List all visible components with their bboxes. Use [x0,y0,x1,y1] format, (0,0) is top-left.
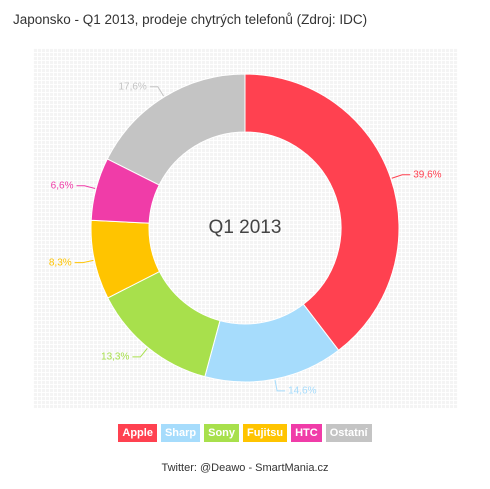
slice-labels-layer: 39,6% 14,6% 13,3% 8,3% 6,6% 17,6% [49,81,442,396]
connector-fujitsu [74,259,94,264]
center-label: Q1 2013 [209,217,282,238]
connector-sony [132,348,148,358]
donut-chart: 39,6% 14,6% 13,3% 8,3% 6,6% 17,6% Q1 2013 [49,73,442,397]
data-label-apple: 39,6% [413,169,441,180]
connector-sharp [274,379,286,392]
connector-htc [76,185,96,189]
legend-item-sharp[interactable]: Sharp [160,424,201,442]
legend: Apple Sharp Sony Fujitsu HTC Ostatní [0,424,490,442]
data-label-htc: 6,6% [51,180,74,191]
slice-apple[interactable] [244,73,400,351]
legend-item-ostatni[interactable]: Ostatní [325,424,372,442]
data-label-fujitsu: 8,3% [49,257,72,268]
connector-ostatni [149,86,165,97]
connector-apple [391,174,411,179]
data-label-sony: 13,3% [101,352,129,363]
data-label-ostatni: 17,6% [118,81,146,92]
slices-layer [90,73,400,383]
legend-item-htc[interactable]: HTC [291,424,322,442]
data-label-sharp: 14,6% [288,386,316,397]
legend-item-apple[interactable]: Apple [118,424,157,442]
legend-item-sony[interactable]: Sony [204,424,240,442]
slice-ostatni[interactable] [106,73,246,186]
chart-title: Japonsko - Q1 2013, prodeje chytrých tel… [13,12,368,27]
footer-credit: Twitter: @Deawo - SmartMania.cz [161,462,329,474]
legend-item-fujitsu[interactable]: Fujitsu [243,424,288,442]
